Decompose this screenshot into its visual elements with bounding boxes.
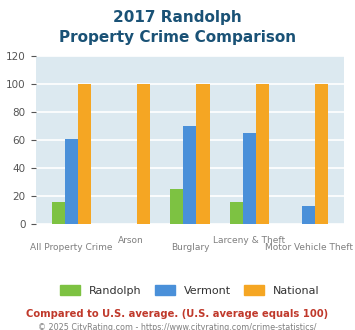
- Bar: [243, 133, 256, 224]
- Text: Burglary: Burglary: [171, 243, 209, 252]
- Bar: [51, 202, 65, 224]
- Bar: [230, 202, 243, 224]
- Bar: [170, 189, 184, 224]
- Bar: [78, 84, 91, 224]
- Bar: [65, 139, 78, 224]
- Text: Compared to U.S. average. (U.S. average equals 100): Compared to U.S. average. (U.S. average …: [26, 309, 329, 318]
- Bar: [302, 206, 315, 224]
- Text: Property Crime Comparison: Property Crime Comparison: [59, 30, 296, 45]
- Legend: Randolph, Vermont, National: Randolph, Vermont, National: [56, 280, 324, 300]
- Bar: [315, 84, 328, 224]
- Bar: [137, 84, 150, 224]
- Text: Motor Vehicle Theft: Motor Vehicle Theft: [265, 243, 353, 252]
- Bar: [256, 84, 269, 224]
- Text: Larceny & Theft: Larceny & Theft: [213, 236, 285, 245]
- Bar: [184, 126, 196, 224]
- Bar: [196, 84, 209, 224]
- Text: © 2025 CityRating.com - https://www.cityrating.com/crime-statistics/: © 2025 CityRating.com - https://www.city…: [38, 323, 317, 330]
- Text: 2017 Randolph: 2017 Randolph: [113, 10, 242, 25]
- Text: All Property Crime: All Property Crime: [30, 243, 113, 252]
- Text: Arson: Arson: [118, 236, 143, 245]
